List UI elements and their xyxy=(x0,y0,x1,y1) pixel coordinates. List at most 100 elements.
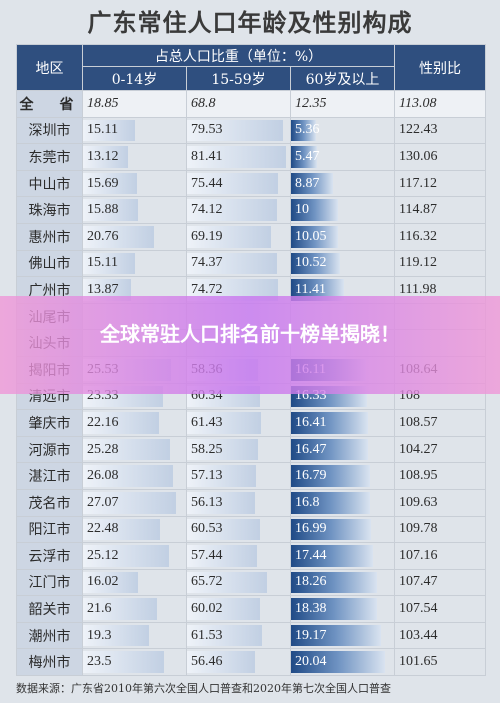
value-cell-a: 23.5 xyxy=(82,648,187,677)
value-bar xyxy=(187,491,256,514)
table-row: 惠州市 20.76 69.19 10.05 116.32 xyxy=(16,222,487,251)
value-cell-b: 58.25 xyxy=(186,435,291,464)
value-bar xyxy=(187,518,261,541)
value-bar xyxy=(291,199,338,221)
table-row: 阳江市 22.48 60.53 16.99 109.78 xyxy=(16,515,487,544)
promo-banner[interactable] xyxy=(0,296,500,394)
value-text: 122.43 xyxy=(399,122,438,138)
value-text: 20.76 xyxy=(87,228,119,244)
value-cell-a: 21.6 xyxy=(82,595,187,623)
region-name: 云浮市 xyxy=(16,542,83,570)
value-bar xyxy=(291,225,339,248)
value-cell-d: 104.27 xyxy=(394,435,487,464)
region-name: 韶关市 xyxy=(16,595,83,623)
value-bar xyxy=(291,279,345,301)
value-cell-a: 15.69 xyxy=(82,169,187,198)
value-text: 74.72 xyxy=(191,281,223,297)
value-text: 18.26 xyxy=(295,574,327,590)
value-bar xyxy=(291,438,369,461)
value-text: 68.8 xyxy=(191,95,216,111)
value-text: 74.12 xyxy=(191,202,223,218)
value-bar xyxy=(291,624,381,647)
region-name: 茂名市 xyxy=(16,488,83,517)
value-text: 27.07 xyxy=(87,494,119,510)
value-cell-c: 16.8 xyxy=(289,488,396,517)
value-cell-d: 103.44 xyxy=(394,621,487,650)
value-bar xyxy=(291,252,341,275)
value-cell-d: 109.63 xyxy=(394,488,487,517)
value-text: 16.99 xyxy=(295,521,327,537)
value-text: 103.44 xyxy=(399,627,438,643)
value-bar xyxy=(291,491,370,514)
region-name: 潮州市 xyxy=(16,621,83,650)
value-text: 81.41 xyxy=(191,148,223,164)
value-cell-d: 107.47 xyxy=(394,568,487,597)
value-bar xyxy=(187,651,256,674)
value-text: 15.11 xyxy=(87,255,118,271)
value-cell-a: 15.11 xyxy=(82,116,187,145)
value-cell-b: 61.53 xyxy=(186,621,291,650)
value-cell-d: 113.08 xyxy=(394,90,487,118)
value-text: 10.05 xyxy=(295,228,327,244)
value-text: 130.06 xyxy=(399,148,438,164)
header-age-60-plus: 60岁及以上 xyxy=(289,66,396,91)
value-cell-a: 16.02 xyxy=(82,568,187,597)
region-name: 中山市 xyxy=(16,169,83,198)
region-name: 湛江市 xyxy=(16,462,83,490)
value-bar xyxy=(187,598,260,620)
data-source-note: 数据来源：广东省2010年第六次全国人口普查和2020年第七次全国人口普查 xyxy=(16,682,391,695)
value-bar xyxy=(83,252,135,275)
region-name: 江门市 xyxy=(16,568,83,597)
region-name: 河源市 xyxy=(16,435,83,464)
promo-banner-text[interactable]: 全球常驻人口排名前十榜单揭晓！ xyxy=(100,322,400,346)
value-bar xyxy=(83,279,131,301)
value-cell-d: 101.65 xyxy=(394,648,487,677)
value-bar xyxy=(291,651,385,674)
header-age-0-14: 0-14岁 xyxy=(82,66,187,91)
value-cell-b: 56.46 xyxy=(186,648,291,677)
value-bar xyxy=(83,412,160,434)
table-row: 中山市 15.69 75.44 8.87 117.12 xyxy=(16,169,487,198)
value-text: 25.28 xyxy=(87,441,119,457)
value-bar xyxy=(83,571,138,594)
value-bar xyxy=(83,651,164,674)
value-text: 18.85 xyxy=(87,95,119,111)
value-cell-c: 10 xyxy=(289,196,396,224)
value-text: 60.02 xyxy=(191,601,223,617)
table-row: 佛山市 15.11 74.37 10.52 119.12 xyxy=(16,249,487,278)
region-name: 肇庆市 xyxy=(16,409,83,437)
value-cell-c: 18.26 xyxy=(289,568,396,597)
value-text: 5.36 xyxy=(295,122,320,138)
value-bar xyxy=(291,598,378,620)
value-text: 13.87 xyxy=(87,281,119,297)
value-cell-b: 60.53 xyxy=(186,515,291,544)
value-cell-c: 20.04 xyxy=(289,648,396,677)
value-text: 10 xyxy=(295,202,309,218)
value-bar xyxy=(83,624,150,647)
value-bar xyxy=(187,252,278,275)
value-bar xyxy=(187,199,277,221)
region-name: 佛山市 xyxy=(16,249,83,278)
value-cell-c: 10.52 xyxy=(289,249,396,278)
value-bar xyxy=(187,146,286,168)
value-text: 119.12 xyxy=(399,255,438,271)
value-cell-d: 109.78 xyxy=(394,515,487,544)
value-cell-d: 122.43 xyxy=(394,116,487,145)
value-cell-b: 68.8 xyxy=(186,90,291,118)
value-bar xyxy=(187,172,279,195)
value-cell-c: 16.79 xyxy=(289,462,396,490)
value-bar xyxy=(83,545,170,567)
value-cell-b: 74.12 xyxy=(186,196,291,224)
value-text: 57.13 xyxy=(191,468,223,484)
value-cell-a: 15.88 xyxy=(82,196,187,224)
value-bar xyxy=(83,518,161,541)
region-name: 惠州市 xyxy=(16,222,83,251)
region-name: 阳江市 xyxy=(16,515,83,544)
value-text: 18.38 xyxy=(295,601,327,617)
region-name: 深圳市 xyxy=(16,116,83,145)
value-text: 113.08 xyxy=(399,95,437,111)
value-cell-a: 13.12 xyxy=(82,143,187,171)
value-cell-c: 17.44 xyxy=(289,542,396,570)
value-cell-d: 130.06 xyxy=(394,143,487,171)
value-text: 57.44 xyxy=(191,547,223,563)
